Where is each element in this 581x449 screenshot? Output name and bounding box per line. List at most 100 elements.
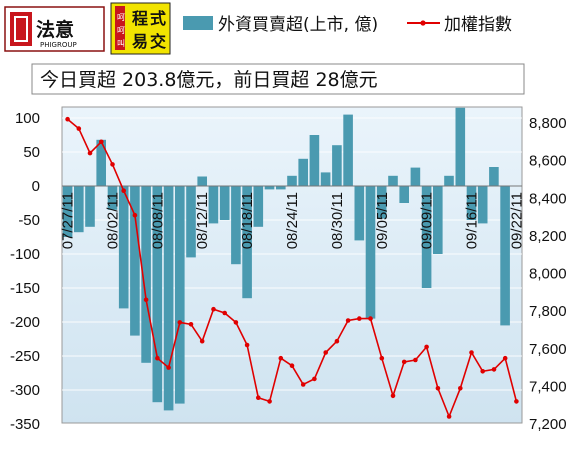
bar-33: [433, 186, 443, 254]
bar-11: [186, 186, 196, 258]
left-tick-0: 100: [15, 110, 40, 127]
bar-series: [62, 107, 510, 411]
bar-3: [96, 139, 106, 186]
date-label-4: 08/18/11: [239, 192, 256, 249]
index-point-29: [390, 393, 396, 399]
bar-28: [376, 186, 387, 219]
left-tick-4: -100: [10, 246, 40, 263]
bar-13: [208, 186, 219, 224]
bar-25: [343, 114, 353, 186]
index-point-19: [278, 355, 284, 361]
legend-bar-label: 外資買賣超(上市, 億): [218, 15, 378, 35]
bar-6: [130, 186, 140, 336]
index-point-24: [334, 338, 340, 344]
bar-37: [477, 186, 488, 224]
logo2-side-char-2: 呵: [117, 26, 125, 35]
index-point-21: [300, 382, 306, 387]
index-point-37: [480, 369, 486, 374]
bar-4: [107, 186, 118, 210]
right-tick-7: 7,400: [529, 378, 567, 395]
left-tick-2: 0: [32, 178, 40, 195]
index-point-38: [491, 367, 497, 372]
index-point-0: [65, 116, 70, 122]
index-point-39: [502, 355, 508, 361]
index-point-22: [312, 376, 317, 382]
date-label-3: 08/12/11: [194, 192, 211, 249]
logo2-char-1: 程: [132, 9, 148, 28]
legend: 外資買賣超(上市, 億) 加權指數: [183, 15, 512, 35]
bar-8: [152, 186, 163, 403]
date-label-6: 08/30/11: [329, 192, 346, 249]
index-point-6: [132, 212, 138, 218]
index-point-16: [244, 342, 250, 348]
x-axis-date-labels: 07/27/11 08/02/11 08/08/11 08/12/11 08/18/11…: [60, 192, 526, 249]
logo2-side-char-3: 叫: [117, 38, 125, 48]
bar-1: [74, 186, 84, 233]
date-label-0: 07/27/11: [60, 192, 77, 249]
right-tick-1: 8,600: [529, 153, 567, 170]
index-point-3: [99, 139, 104, 145]
logo2-char-2: 式: [150, 9, 166, 28]
right-tick-0: 8,800: [529, 115, 567, 132]
bar-36: [466, 186, 477, 220]
bar-16: [242, 186, 252, 299]
subtitle-text: 今日買超 203.8億元，前日買超 28億元: [40, 69, 378, 91]
date-label-2: 08/08/11: [149, 192, 166, 249]
bar-29: [388, 175, 398, 186]
index-point-17: [255, 395, 261, 401]
line-series: [65, 116, 519, 419]
bar-19: [276, 186, 286, 190]
right-tick-5: 7,800: [529, 303, 567, 320]
bar-34: [444, 175, 454, 186]
left-tick-3: -50: [18, 212, 40, 229]
index-point-8: [155, 355, 160, 361]
index-point-2: [87, 150, 93, 156]
bar-2: [85, 186, 95, 227]
right-tick-8: 7,200: [529, 416, 567, 433]
logo-program-trading: 呵 呵 叫 程 式 交 易: [110, 2, 171, 55]
bar-20: [287, 175, 297, 186]
bar-21: [298, 158, 308, 186]
bar-7: [141, 186, 151, 363]
index-point-26: [357, 316, 362, 321]
right-tick-6: 7,600: [529, 341, 567, 358]
index-point-9: [166, 365, 171, 370]
index-point-32: [424, 344, 429, 350]
bar-23: [320, 172, 331, 186]
left-tick-6: -200: [10, 314, 40, 331]
logo2-side-bar: [115, 6, 125, 50]
date-label-5: 08/24/11: [284, 192, 301, 249]
logo1-subtext: PHIGROUP: [40, 41, 77, 49]
logo1-text: 法意: [36, 18, 74, 41]
index-point-20: [289, 363, 295, 369]
logo2-char-4: 易: [132, 32, 148, 51]
index-point-27: [368, 316, 373, 321]
logo2-side-char-1: 呵: [117, 13, 125, 22]
index-point-35: [458, 386, 463, 391]
index-point-7: [143, 297, 149, 303]
date-label-9: 09/16/11: [464, 192, 481, 249]
bar-24: [332, 145, 342, 186]
bar-31: [410, 167, 421, 186]
left-axis-ticks: 100 50 0 -50 -100 -150 -200 -250 -300 -350: [10, 110, 40, 433]
left-tick-7: -250: [10, 348, 40, 365]
right-tick-4: 8,000: [529, 266, 567, 283]
bar-32: [421, 186, 432, 288]
left-tick-5: -150: [10, 280, 40, 297]
bar-5: [118, 186, 129, 309]
index-point-10: [177, 320, 183, 325]
bar-14: [219, 186, 230, 220]
date-label-7: 09/05/11: [374, 192, 391, 249]
index-point-18: [267, 399, 272, 404]
right-tick-3: 8,200: [529, 228, 567, 245]
date-label-1: 08/02/11: [105, 192, 122, 249]
subtitle-frame: [31, 63, 525, 95]
index-point-5: [121, 188, 126, 193]
bar-12: [197, 176, 207, 186]
index-point-33: [435, 386, 441, 391]
date-label-10: 09/22/11: [508, 192, 525, 249]
index-point-15: [233, 320, 239, 325]
bar-30: [399, 186, 409, 203]
logo-phigroup: 法意 PHIGROUP: [4, 6, 105, 52]
legend-line-label: 加權指數: [444, 15, 512, 35]
